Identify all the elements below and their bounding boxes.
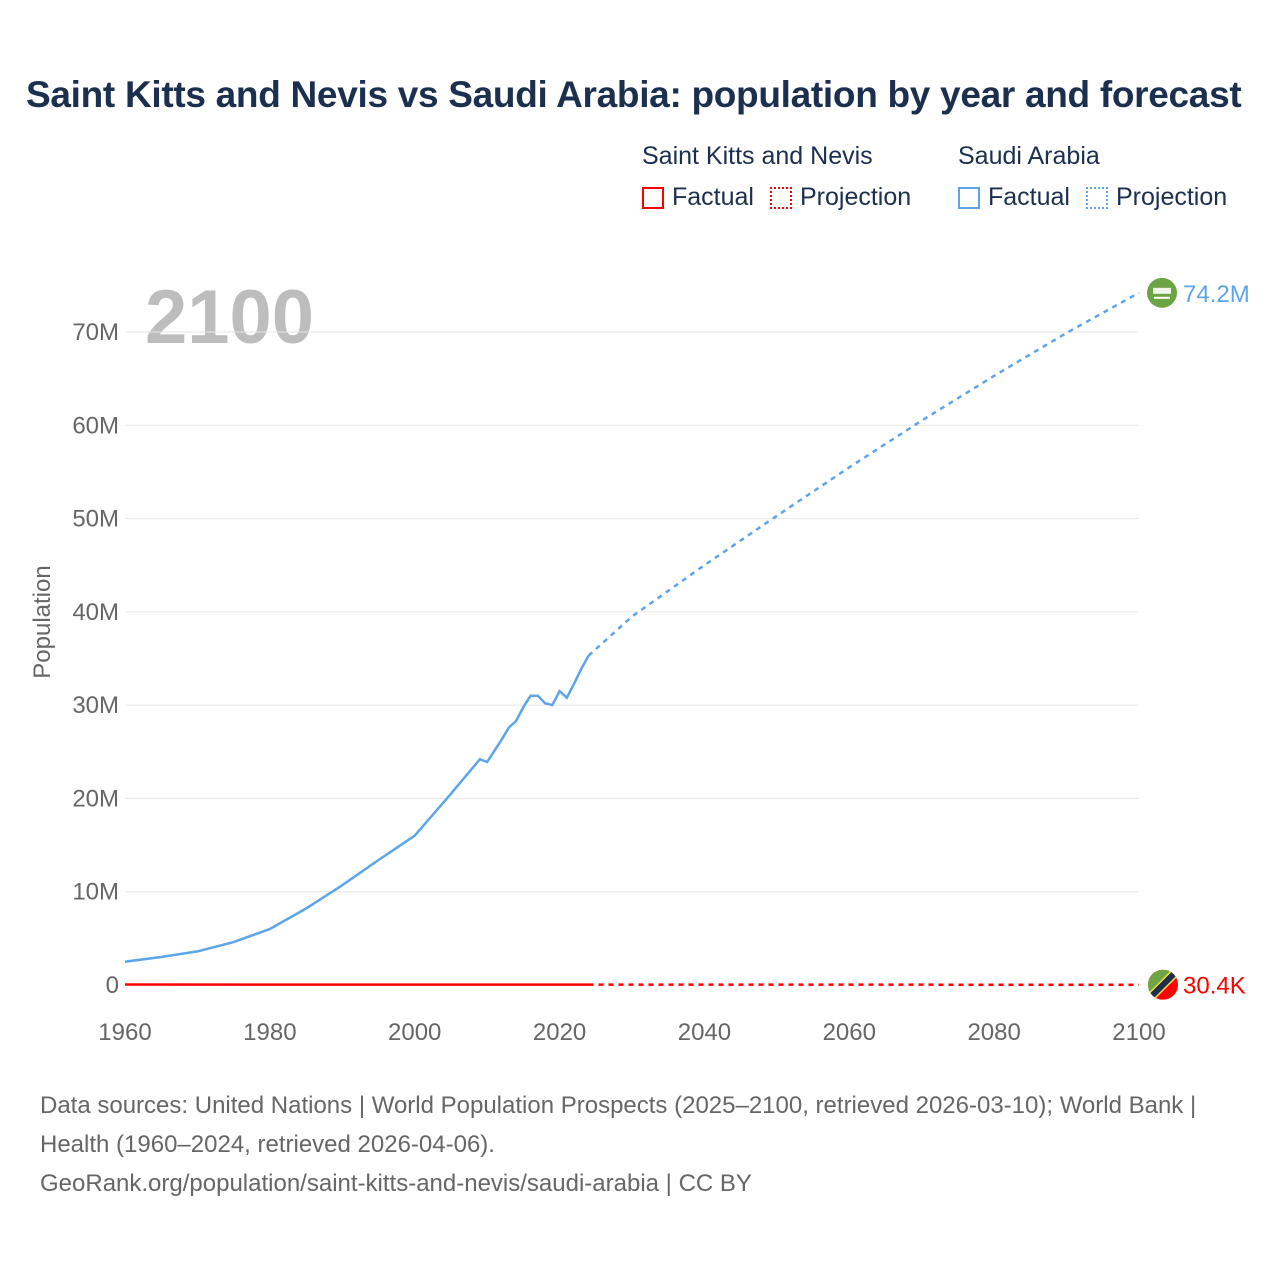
source-link[interactable]: GeoRank.org/population/saint-kitts-and-n… bbox=[40, 1170, 752, 1197]
y-tick-label: 10M bbox=[72, 879, 119, 906]
legend-swatch-dotted bbox=[769, 186, 792, 209]
x-tick-label: 2020 bbox=[533, 1019, 586, 1046]
legend-factual-item[interactable]: Factual bbox=[958, 183, 1070, 212]
x-tick-label: 2040 bbox=[678, 1019, 731, 1046]
saint-kitts-and-nevis-flag-icon bbox=[1148, 969, 1178, 1000]
y-tick-label: 60M bbox=[72, 412, 119, 439]
legend-projection-item[interactable]: Projection bbox=[769, 183, 912, 212]
chart-title: Saint Kitts and Nevis vs Saudi Arabia: p… bbox=[26, 74, 1242, 115]
legend-country: Saint Kitts and Nevis bbox=[642, 142, 873, 170]
legend-swatch-solid bbox=[958, 186, 980, 209]
year-watermark: 2100 bbox=[145, 275, 314, 360]
x-tick-label: 2060 bbox=[823, 1019, 876, 1046]
y-axis-label: Population bbox=[29, 565, 56, 678]
footer: Data sources: United Nations | World Pop… bbox=[40, 1086, 1240, 1203]
data-sources: Data sources: United Nations | World Pop… bbox=[40, 1092, 1197, 1158]
y-tick-label: 0 bbox=[106, 972, 119, 999]
y-tick-label: 70M bbox=[72, 319, 119, 346]
legend-label: Projection bbox=[1115, 183, 1228, 211]
x-tick-label: 1960 bbox=[98, 1019, 151, 1046]
x-tick-label: 2000 bbox=[388, 1019, 441, 1046]
legend-swatch-dotted bbox=[1085, 186, 1108, 209]
x-tick-label: 1980 bbox=[243, 1019, 296, 1046]
saudi-arabia-projection-line bbox=[587, 291, 1140, 657]
y-tick-label: 30M bbox=[72, 692, 119, 719]
legend-label: Projection bbox=[799, 183, 912, 211]
legend-saint-kitts: Saint Kitts and Nevis Factual Projection bbox=[642, 142, 927, 212]
x-tick-label: 2080 bbox=[967, 1019, 1020, 1046]
y-tick-label: 40M bbox=[72, 599, 119, 626]
legend-projection-item[interactable]: Projection bbox=[1085, 183, 1228, 212]
legend-label: Factual bbox=[988, 183, 1070, 211]
legend-swatch-solid bbox=[642, 186, 664, 209]
legend-factual-item[interactable]: Factual bbox=[642, 183, 754, 212]
legend-label: Factual bbox=[672, 183, 754, 211]
saudi-arabia-flag-icon bbox=[1147, 277, 1177, 308]
legend-country: Saudi Arabia bbox=[958, 142, 1100, 170]
y-tick-label: 50M bbox=[72, 506, 119, 533]
y-tick-label: 20M bbox=[72, 785, 119, 812]
saudi-arabia-factual-line bbox=[124, 655, 590, 963]
legend-saudi-arabia: Saudi Arabia Factual Projection bbox=[958, 142, 1243, 212]
x-tick-label: 2100 bbox=[1112, 1019, 1165, 1046]
saint-kitts-and-nevis-end-value-label: 30.4K bbox=[1183, 973, 1246, 1000]
saudi-arabia-end-value-label: 74.2M bbox=[1183, 281, 1250, 308]
